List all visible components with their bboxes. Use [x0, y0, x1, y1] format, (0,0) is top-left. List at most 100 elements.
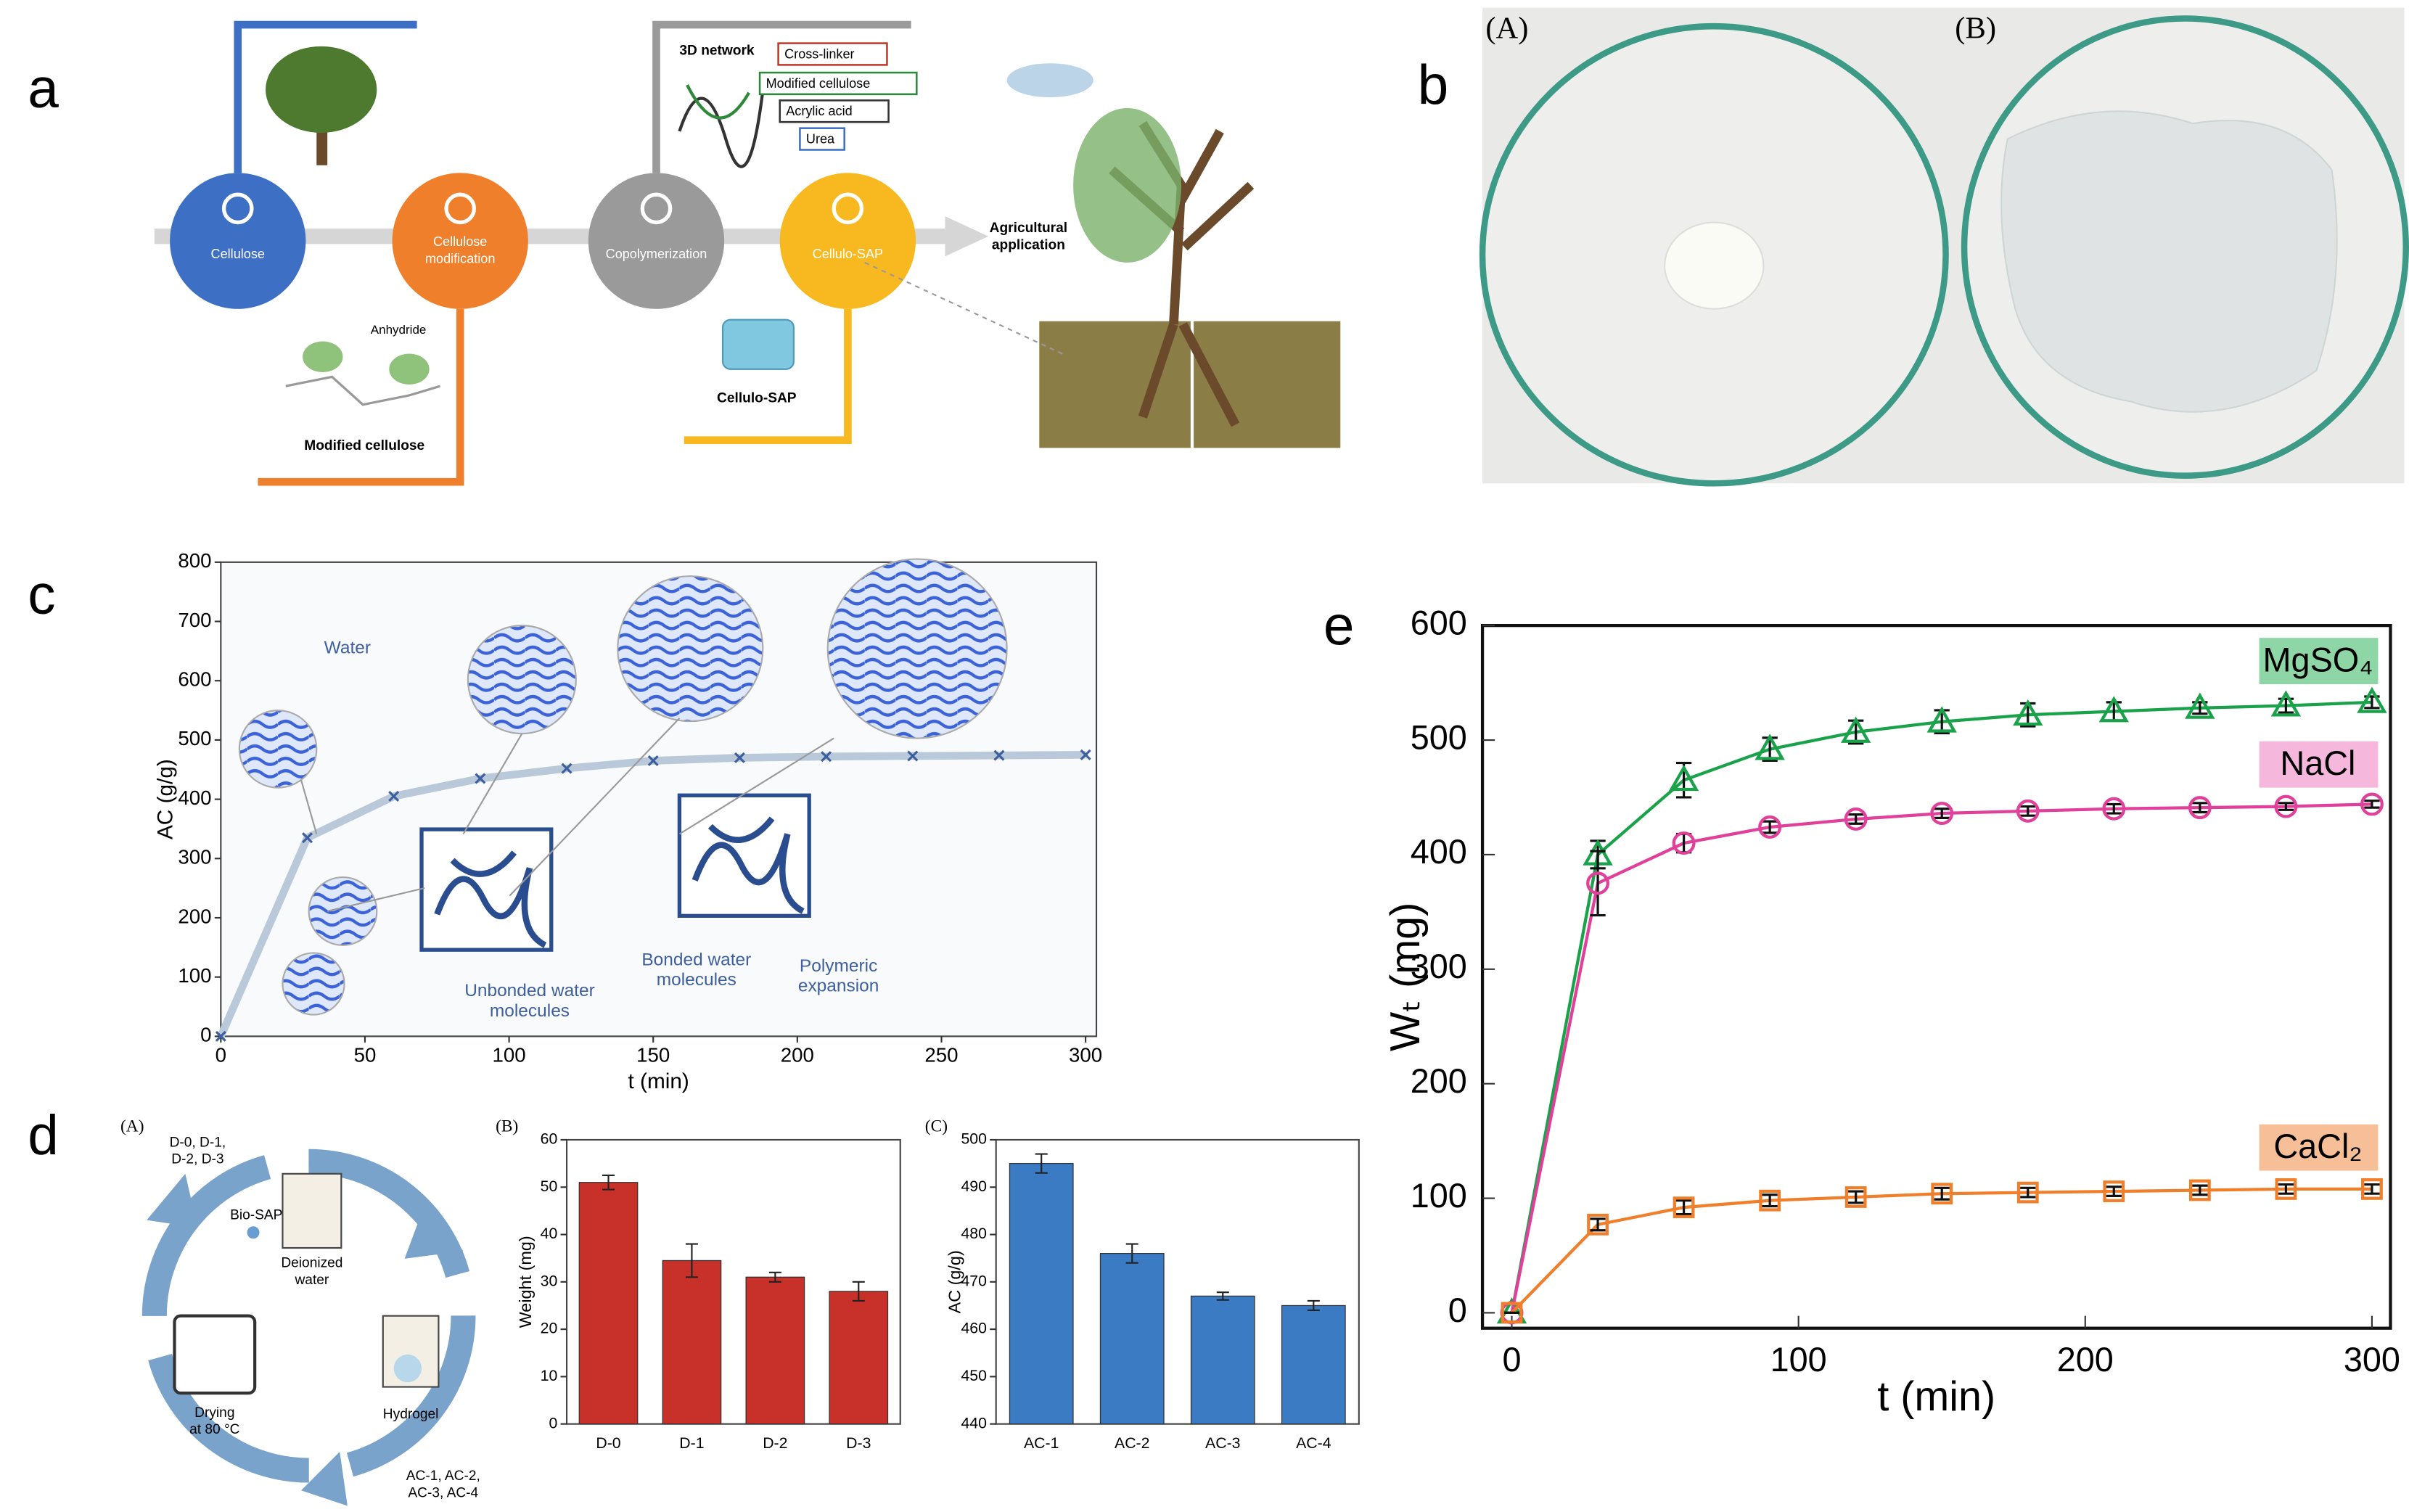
photo-label: (A): [1485, 11, 1528, 45]
x-tick-label: 0: [1502, 1341, 1521, 1379]
panel-sublabel: (C): [925, 1117, 948, 1135]
y-tick-label: 700: [178, 609, 211, 631]
marker: [821, 751, 832, 763]
scheme-label: D-2, D-3: [171, 1152, 223, 1167]
label: Anhydride: [371, 323, 427, 337]
y-tick-label: 800: [178, 549, 211, 572]
process-arrow-head: [945, 216, 989, 257]
callout: [327, 887, 425, 912]
tree-crown: [266, 46, 377, 133]
callout: [678, 737, 834, 835]
error-bar: [685, 1243, 698, 1278]
error-bar: [1216, 1291, 1229, 1301]
x-tick-label: AC-4: [1296, 1434, 1331, 1452]
marker: [388, 791, 400, 802]
y-tick-label: 470: [961, 1272, 986, 1289]
error-bar: [2192, 1184, 2208, 1196]
marker: [1758, 815, 1782, 839]
cycle-arrow: [301, 1451, 348, 1506]
chart: 440 450 460 470 480 490 500 AC (g/g) (C) AC-1 AC-2…: [925, 1117, 1360, 1452]
water-drop: [308, 876, 378, 946]
callout: [300, 779, 318, 834]
water-drop: [826, 558, 1008, 739]
annotation: expansion: [798, 977, 879, 996]
error-bar: [2192, 802, 2208, 814]
marker: [1844, 1186, 1867, 1208]
bio-sap-bead: [247, 1226, 260, 1239]
y-tick-label: 10: [541, 1367, 558, 1384]
y-tick-label: 60: [541, 1130, 558, 1148]
y-tick-label: 500: [961, 1130, 986, 1148]
swollen-gel: [2000, 110, 2338, 413]
y-tick-label: 0: [1448, 1291, 1467, 1329]
y-tick-label: 500: [1411, 718, 1467, 756]
cycle-ring: [141, 1149, 476, 1483]
error-bar: [1848, 1190, 1864, 1204]
x-tick-label: 300: [2344, 1341, 2400, 1379]
x-tick-label: AC-3: [1205, 1434, 1240, 1452]
error-bar: [2106, 1186, 2122, 1197]
water-drop: [282, 952, 345, 1016]
step-circle: [779, 173, 916, 309]
annotation: Bonded water: [641, 950, 751, 970]
marker: [2188, 1179, 2211, 1201]
marker: [215, 1030, 226, 1042]
legend-label: Acrylic acid: [786, 104, 852, 118]
marker: [2103, 1180, 2125, 1202]
y-tick-label: 440: [961, 1414, 986, 1431]
marker: [2270, 690, 2302, 717]
step-circle: [170, 173, 306, 309]
scheme-label: Bio-SAP: [230, 1207, 282, 1223]
network: [686, 84, 751, 120]
marker: [2102, 797, 2126, 821]
anhydride-group: [389, 353, 430, 385]
marker: [2185, 692, 2215, 719]
scheme-label: Hydrogel: [383, 1407, 439, 1422]
y-tick-label: 0: [200, 1024, 211, 1046]
connector: [684, 308, 852, 445]
scheme-label: Drying: [194, 1405, 234, 1421]
leaves: [1073, 108, 1182, 263]
annotation: molecules: [490, 1001, 570, 1021]
scheme-label: D-0, D-1,: [170, 1135, 226, 1150]
marker: [2016, 799, 2040, 823]
panel-label: c: [28, 564, 55, 626]
bar: [662, 1260, 722, 1425]
legend-label: MgSO₄: [2263, 641, 2373, 679]
step-icon: [444, 192, 477, 225]
callout: [509, 718, 681, 897]
y-tick-label: 0: [549, 1414, 557, 1431]
y-tick-label: 450: [961, 1367, 986, 1384]
marker: [1673, 1196, 1695, 1219]
error-bar: [2020, 805, 2036, 817]
marker: [2274, 794, 2298, 818]
plot-frame: [1480, 623, 2392, 1330]
y-tick-label: 20: [541, 1320, 558, 1337]
error-bar: [1934, 808, 1950, 819]
x-tick-label: D-1: [679, 1434, 704, 1452]
panel-label: e: [1323, 596, 1355, 657]
marker: [1586, 871, 1610, 895]
error-bar: [1848, 813, 1864, 825]
y-tick-label: 200: [178, 905, 211, 927]
polymer-chain: [434, 850, 547, 948]
y-axis-label: AC (g/g): [154, 759, 178, 839]
marker: [993, 749, 1005, 761]
connector: [234, 20, 417, 173]
anhydride-group: [303, 341, 343, 373]
x-axis-label: t (min): [1877, 1373, 1995, 1420]
step-label: Agricultural: [990, 221, 1067, 236]
error-bar: [768, 1271, 781, 1283]
error-bar: [2364, 800, 2380, 809]
x-tick-label: 200: [2057, 1341, 2114, 1379]
step-label: Cellulose: [211, 247, 265, 261]
cycle-arrow: [147, 1173, 198, 1228]
chart: 0 100 200 300 400 500 600 700 800 0 50 100 150 200 250…: [154, 549, 1102, 1093]
y-tick-label: 480: [961, 1225, 986, 1242]
y-tick-label: 300: [1411, 948, 1467, 985]
marker: [1931, 1183, 1953, 1205]
chart: 0 100 200 300 400 500 600 0 100 200 300 t (min) Wₜ (…: [1382, 604, 2400, 1419]
y-tick-label: 400: [178, 786, 211, 809]
polymer-chain: [691, 816, 805, 914]
y-tick-label: 100: [1411, 1177, 1467, 1215]
